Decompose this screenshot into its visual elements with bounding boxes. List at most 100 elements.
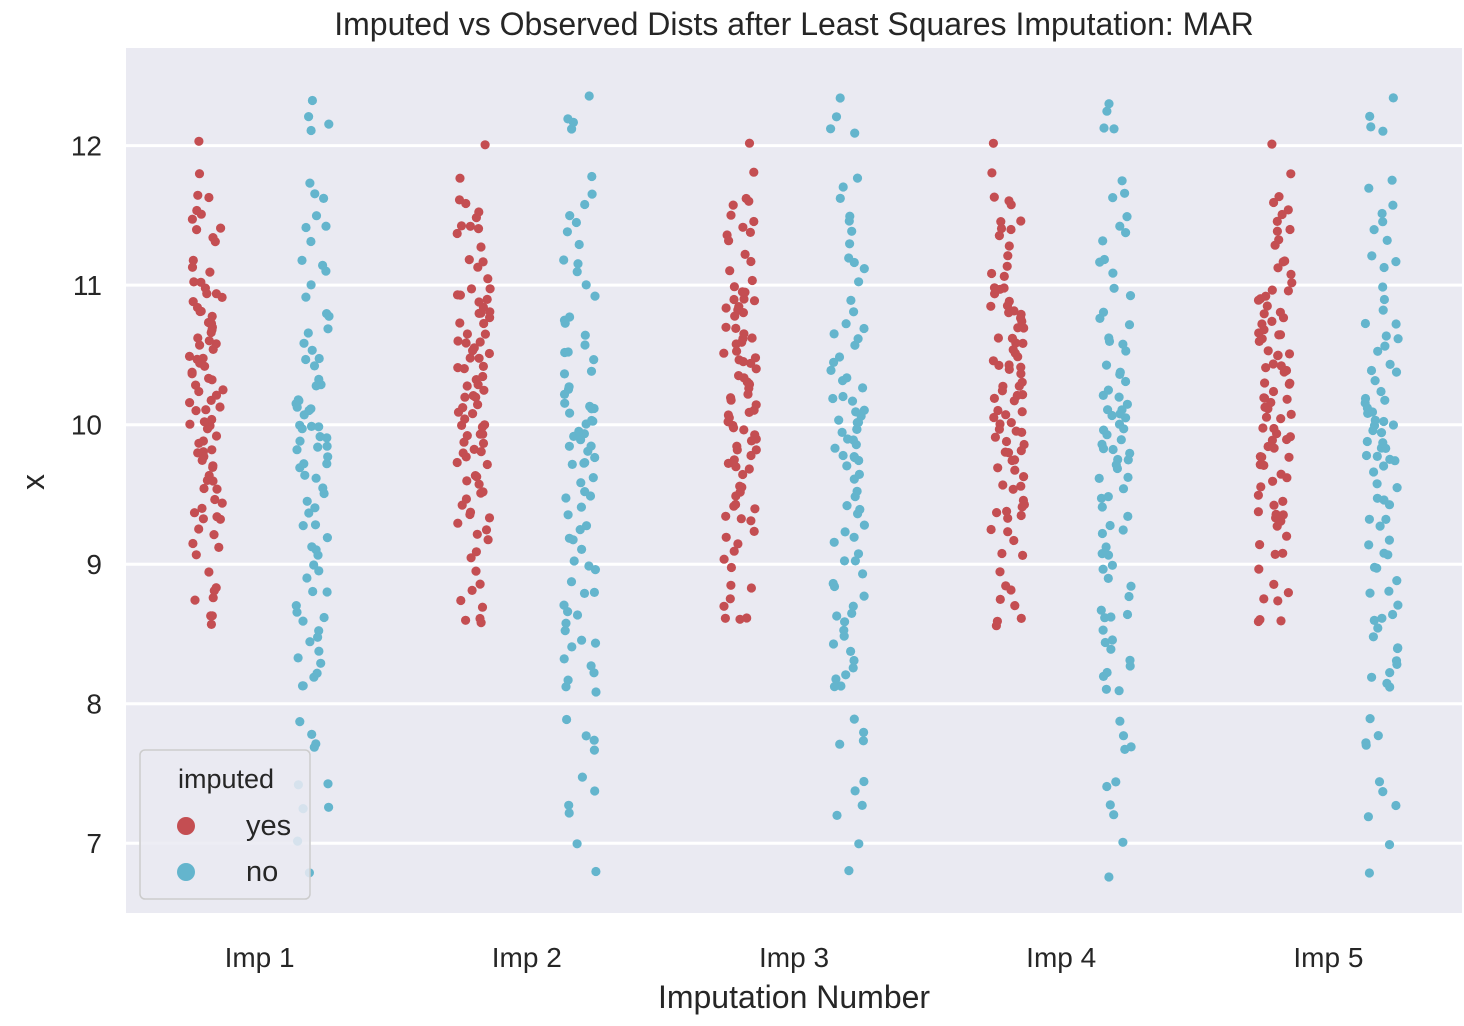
point-no bbox=[1109, 810, 1119, 820]
point-yes bbox=[193, 333, 203, 343]
point-yes bbox=[211, 390, 222, 400]
point-yes bbox=[483, 535, 493, 545]
point-yes bbox=[995, 567, 1005, 577]
point-yes bbox=[721, 511, 731, 521]
point-yes bbox=[1018, 338, 1028, 348]
point-yes bbox=[1286, 169, 1296, 179]
point-yes bbox=[1002, 506, 1012, 516]
point-yes bbox=[1016, 510, 1026, 521]
point-yes bbox=[476, 242, 486, 252]
point-yes bbox=[192, 225, 202, 235]
point-no bbox=[1118, 731, 1129, 741]
point-no bbox=[1382, 235, 1392, 245]
point-no bbox=[588, 473, 598, 483]
point-no bbox=[1369, 225, 1379, 235]
point-no bbox=[1387, 175, 1397, 185]
point-yes bbox=[465, 507, 476, 517]
grid-lines bbox=[126, 144, 1462, 845]
point-no bbox=[1101, 360, 1112, 370]
point-no bbox=[310, 189, 320, 199]
point-no bbox=[1391, 319, 1401, 329]
point-yes bbox=[995, 419, 1005, 429]
point-yes bbox=[484, 348, 494, 359]
point-no bbox=[842, 373, 852, 383]
point-no bbox=[306, 236, 316, 247]
point-yes bbox=[725, 594, 735, 604]
point-yes bbox=[462, 381, 472, 391]
point-yes bbox=[1011, 426, 1021, 436]
point-no bbox=[1377, 208, 1387, 219]
point-yes bbox=[478, 257, 488, 267]
point-no bbox=[1365, 588, 1375, 598]
point-no bbox=[1382, 678, 1392, 689]
point-no bbox=[322, 533, 332, 543]
point-no bbox=[848, 601, 858, 611]
point-no bbox=[311, 739, 321, 749]
point-no bbox=[849, 452, 859, 462]
point-yes bbox=[1270, 549, 1280, 560]
point-no bbox=[319, 193, 329, 203]
point-yes bbox=[1276, 469, 1286, 479]
point-no bbox=[569, 556, 579, 566]
point-no bbox=[853, 549, 864, 559]
point-no bbox=[316, 658, 326, 668]
point-yes bbox=[199, 417, 209, 427]
point-no bbox=[1105, 800, 1115, 810]
point-no bbox=[307, 729, 317, 740]
point-yes bbox=[1019, 439, 1029, 450]
point-no bbox=[1099, 254, 1109, 265]
point-yes bbox=[473, 400, 483, 410]
point-yes bbox=[986, 524, 996, 535]
point-no bbox=[1100, 613, 1110, 623]
point-yes bbox=[211, 431, 222, 441]
point-yes bbox=[185, 398, 195, 408]
point-yes bbox=[205, 267, 215, 277]
point-no bbox=[1103, 405, 1113, 415]
point-yes bbox=[992, 616, 1003, 626]
point-no bbox=[298, 521, 308, 531]
point-no bbox=[318, 260, 328, 270]
point-no bbox=[322, 587, 332, 597]
point-no bbox=[305, 178, 315, 188]
legend-title: imputed bbox=[178, 764, 274, 794]
point-no bbox=[309, 361, 320, 371]
point-yes bbox=[477, 422, 487, 432]
point-yes bbox=[471, 392, 481, 402]
point-no bbox=[577, 635, 587, 645]
point-no bbox=[1103, 385, 1113, 395]
point-no bbox=[561, 493, 571, 503]
point-no bbox=[1108, 444, 1118, 455]
point-no bbox=[581, 280, 591, 290]
point-yes bbox=[1282, 394, 1292, 404]
point-yes bbox=[996, 223, 1007, 234]
point-no bbox=[1103, 492, 1113, 502]
point-yes bbox=[731, 323, 741, 333]
point-yes bbox=[744, 138, 755, 148]
y-axis-label: x bbox=[15, 474, 51, 490]
point-no bbox=[306, 280, 316, 290]
point-yes bbox=[475, 613, 485, 624]
point-no bbox=[843, 434, 853, 444]
point-yes bbox=[1269, 197, 1279, 208]
point-yes bbox=[460, 414, 470, 424]
point-yes bbox=[453, 518, 463, 528]
point-no bbox=[301, 354, 311, 365]
point-yes bbox=[1285, 432, 1295, 442]
point-yes bbox=[1006, 224, 1016, 235]
point-no bbox=[838, 450, 848, 461]
point-yes bbox=[749, 167, 759, 177]
point-no bbox=[324, 802, 334, 812]
point-yes bbox=[1267, 316, 1277, 326]
point-no bbox=[315, 432, 325, 442]
point-no bbox=[1108, 268, 1118, 278]
point-yes bbox=[194, 136, 204, 146]
point-no bbox=[589, 735, 599, 745]
point-no bbox=[1373, 731, 1383, 741]
point-yes bbox=[198, 353, 208, 363]
point-no bbox=[844, 253, 854, 263]
point-no bbox=[1098, 236, 1108, 246]
point-no bbox=[1118, 525, 1128, 535]
legend-marker-yes bbox=[177, 817, 195, 835]
point-yes bbox=[995, 594, 1005, 605]
